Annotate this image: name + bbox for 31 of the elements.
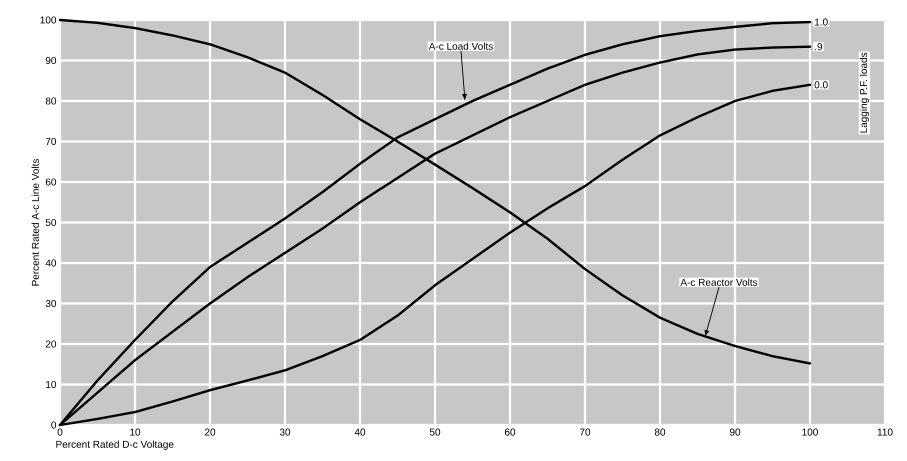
annotation: A-c Reactor Volts — [680, 278, 758, 286]
y-tick-label: 100 — [40, 16, 56, 24]
y-tick-label: 80 — [46, 97, 56, 105]
x-tick-label: 70 — [580, 428, 590, 436]
annotation: A-c Load Volts — [428, 42, 493, 50]
y-tick-label: 90 — [46, 56, 56, 64]
series-label: .9 — [815, 43, 822, 50]
y-tick-label: 0 — [51, 421, 56, 429]
y-tick-label: 70 — [46, 138, 56, 146]
x-tick-label: 30 — [280, 428, 290, 436]
x-tick-label: 50 — [430, 428, 440, 436]
x-tick-label: 60 — [504, 428, 516, 436]
y-tick-label: 60 — [46, 178, 56, 186]
x-tick-label: 20 — [204, 428, 216, 436]
x-tick-label: 0 — [58, 428, 62, 436]
y-tick-label: 30 — [46, 300, 56, 308]
x-axis-title: Percent Rated D-c Voltage — [56, 440, 174, 450]
x-tick-label: 90 — [730, 428, 740, 436]
x-tick-label: 100 — [802, 428, 818, 436]
x-tick-label: 10 — [130, 428, 140, 436]
y-axis-title: Percent Rated A-c Line Volts — [32, 158, 39, 286]
x-tick-label: 40 — [354, 428, 366, 436]
x-tick-label: 110 — [878, 428, 893, 436]
series-label: 0.0 — [814, 81, 828, 88]
y-tick-label: 50 — [46, 218, 56, 226]
x-tick-label: 80 — [654, 428, 666, 436]
series-label: 1.0 — [814, 18, 828, 26]
y-tick-label: 10 — [46, 380, 56, 388]
y-tick-label: 20 — [46, 340, 56, 348]
y-tick-label: 40 — [46, 259, 56, 267]
annotation: Lagging P.F. loads — [860, 52, 870, 133]
